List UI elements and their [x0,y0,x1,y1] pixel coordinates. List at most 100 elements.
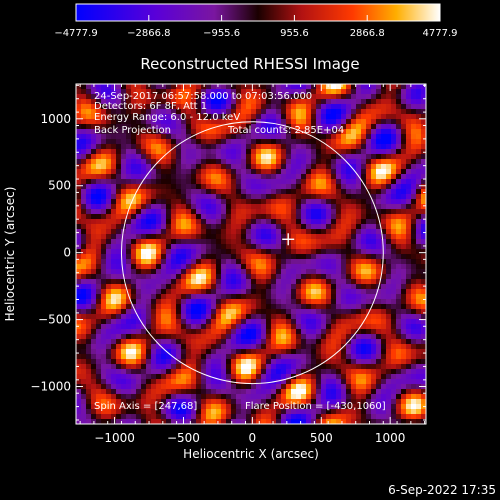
heatmap-cell [226,109,232,115]
heatmap-cell [396,184,402,190]
heatmap-cell [221,299,227,305]
heatmap-cell [361,144,367,150]
heatmap-cell [381,239,387,245]
heatmap-cell [161,364,167,370]
heatmap-cell [196,89,202,95]
heatmap-cell [266,169,272,175]
heatmap-cell [166,399,172,405]
heatmap-cell [261,249,267,255]
heatmap-cell [261,394,267,400]
heatmap-cell [151,389,157,395]
heatmap-cell [311,374,317,380]
heatmap-cell [251,384,257,390]
heatmap-cell [211,239,217,245]
heatmap-cell [76,414,82,420]
heatmap-cell [341,419,347,424]
heatmap-cell [126,209,132,215]
heatmap-cell [106,179,112,185]
heatmap-cell [386,114,392,120]
heatmap-cell [166,414,172,420]
heatmap-cell [131,179,137,185]
heatmap-cell [406,244,412,250]
heatmap-cell [216,264,222,270]
heatmap-cell [336,89,342,95]
heatmap-cell [361,384,367,390]
heatmap-cell [86,289,92,295]
heatmap-cell [201,164,207,170]
heatmap-cell [381,154,387,160]
heatmap-cell [101,249,107,255]
heatmap-cell [166,274,172,280]
heatmap-cell [131,224,137,230]
heatmap-cell [196,214,202,220]
heatmap-cell [236,149,242,155]
heatmap-cell [76,244,82,250]
heatmap-cell [391,399,397,405]
heatmap-cell [331,284,337,290]
heatmap-cell [296,154,302,160]
heatmap-cell [271,144,277,150]
heatmap-cell [176,369,182,375]
heatmap-cell [391,164,397,170]
heatmap-cell [101,124,107,130]
heatmap-cell [91,169,97,175]
heatmap-cell [226,219,232,225]
heatmap-cell [301,234,307,240]
heatmap-cell [236,199,242,205]
heatmap-cell [146,334,152,340]
heatmap-cell [351,139,357,145]
heatmap-cell [386,334,392,340]
heatmap-cell [126,259,132,265]
heatmap-cell [151,169,157,175]
heatmap-cell [416,99,422,105]
heatmap-cell [376,219,382,225]
heatmap-cell [301,124,307,130]
heatmap-cell [371,239,377,245]
heatmap-cell [226,339,232,345]
heatmap-cell [286,199,292,205]
heatmap-cell [326,354,332,360]
heatmap-cell [206,209,212,215]
heatmap-cell [381,179,387,185]
heatmap-cell [286,159,292,165]
heatmap-cell [146,354,152,360]
heatmap-cell [86,334,92,340]
heatmap-cell [86,269,92,275]
heatmap-cell [206,164,212,170]
heatmap-cell [276,99,282,105]
heatmap-cell [136,139,142,145]
heatmap-cell [316,354,322,360]
heatmap-cell [246,359,252,365]
heatmap-cell [376,144,382,150]
heatmap-cell [226,179,232,185]
heatmap-cell [216,164,222,170]
heatmap-cell [196,124,202,130]
heatmap-cell [231,169,237,175]
heatmap-cell [351,134,357,140]
heatmap-cell [236,99,242,105]
heatmap-cell [326,349,332,355]
heatmap-cell [76,284,82,290]
heatmap-cell [366,339,372,345]
heatmap-cell [136,264,142,270]
heatmap-cell [161,329,167,335]
heatmap-cell [411,374,417,380]
heatmap-cell [421,209,426,215]
heatmap-cell [161,274,167,280]
heatmap-cell [406,249,412,255]
heatmap-cell [106,174,112,180]
heatmap-cell [316,134,322,140]
heatmap-cell [396,329,402,335]
heatmap-cell [161,249,167,255]
heatmap-cell [331,139,337,145]
heatmap-cell [101,409,107,415]
heatmap-cell [306,264,312,270]
heatmap-cell [256,314,262,320]
heatmap-cell [376,169,382,175]
heatmap-cell [286,399,292,405]
heatmap-cell [226,274,232,280]
heatmap-cell [321,209,327,215]
heatmap-cell [306,184,312,190]
heatmap-cell [176,284,182,290]
heatmap-cell [371,414,377,420]
